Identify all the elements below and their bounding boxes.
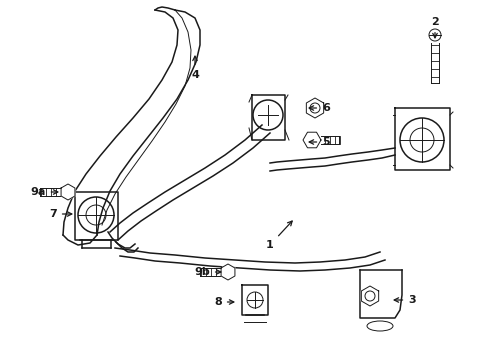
Text: 1: 1 — [266, 221, 292, 250]
Text: 2: 2 — [431, 17, 439, 38]
Circle shape — [78, 197, 114, 233]
Polygon shape — [306, 98, 324, 118]
Text: 7: 7 — [49, 209, 72, 219]
Text: 3: 3 — [394, 295, 416, 305]
Circle shape — [429, 29, 441, 41]
Text: 6: 6 — [309, 103, 330, 113]
Circle shape — [253, 100, 283, 130]
Text: 5: 5 — [309, 137, 330, 147]
Text: 4: 4 — [191, 56, 199, 80]
Polygon shape — [303, 132, 321, 148]
Polygon shape — [221, 264, 235, 280]
Text: 9a: 9a — [30, 187, 58, 197]
Text: 9b: 9b — [194, 267, 221, 277]
Polygon shape — [361, 286, 379, 306]
Circle shape — [400, 118, 444, 162]
Text: 8: 8 — [214, 297, 234, 307]
Polygon shape — [61, 184, 75, 200]
